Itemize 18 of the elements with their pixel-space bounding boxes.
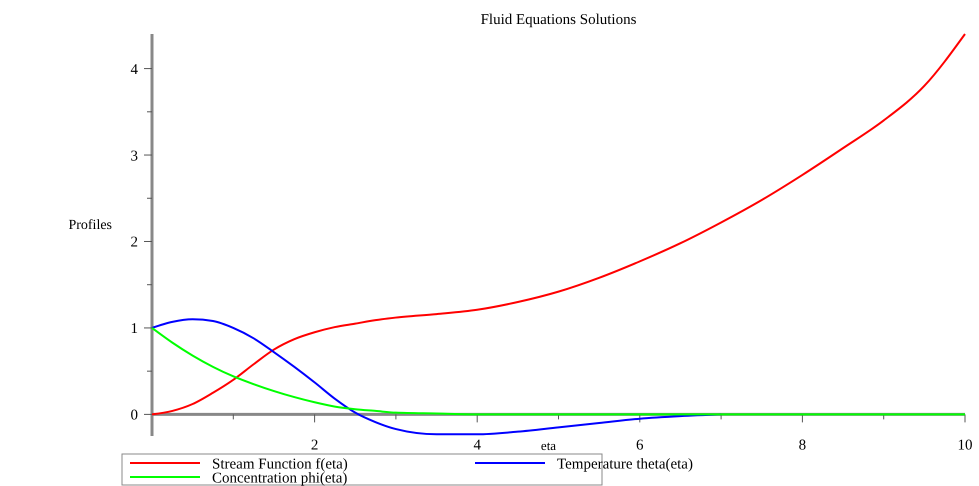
y-tick-label: 3 — [130, 148, 138, 164]
line-series — [151, 326, 966, 416]
y-tick-label: 2 — [130, 234, 138, 251]
legend-label: Concentration phi(eta) — [212, 470, 348, 486]
line-series — [151, 33, 966, 416]
x-tick-label: 10 — [958, 437, 972, 454]
x-tick-label: 2 — [310, 437, 318, 454]
x-tick-label: 8 — [798, 437, 806, 454]
y-tick-label: 0 — [130, 408, 138, 424]
y-tick-label: 4 — [130, 62, 138, 78]
y-axis-title: Profiles — [68, 218, 112, 233]
x-tick-label: 4 — [473, 437, 482, 454]
legend-label: Temperature theta(eta) — [557, 456, 693, 472]
legend-label: Stream Function f(eta) — [212, 456, 348, 472]
y-tick-label: 1 — [130, 321, 138, 338]
x-tick-label: 6 — [636, 437, 644, 454]
x-axis-title: eta — [540, 438, 556, 453]
chart-title: Fluid Equations Solutions — [480, 12, 637, 28]
